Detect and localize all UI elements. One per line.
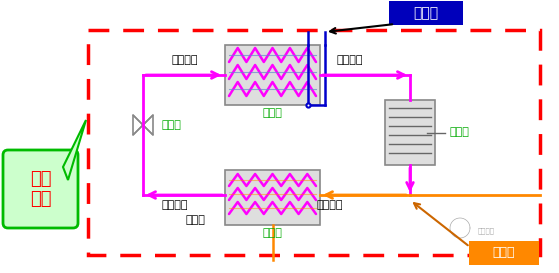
Text: 暖通南社: 暖通南社 (478, 228, 495, 234)
Polygon shape (63, 120, 86, 180)
Polygon shape (143, 115, 153, 135)
Text: 冷凝器: 冷凝器 (263, 228, 282, 238)
Text: 低压液态: 低压液态 (172, 55, 198, 65)
FancyBboxPatch shape (225, 170, 320, 225)
Text: 冷却水: 冷却水 (492, 247, 515, 260)
FancyBboxPatch shape (469, 241, 539, 265)
Text: 膨胀阀: 膨胀阀 (161, 120, 181, 130)
Text: 制冷剂: 制冷剂 (185, 215, 205, 225)
Text: 高压气态: 高压气态 (317, 200, 343, 210)
Text: 冷冻水: 冷冻水 (414, 6, 439, 20)
FancyBboxPatch shape (385, 100, 435, 165)
FancyBboxPatch shape (389, 1, 463, 25)
FancyBboxPatch shape (225, 45, 320, 105)
Text: 高压液态: 高压液态 (162, 200, 188, 210)
Text: 蒸发器: 蒸发器 (263, 108, 282, 118)
FancyBboxPatch shape (3, 150, 78, 228)
Text: 冷水
机组: 冷水 机组 (30, 170, 51, 208)
Polygon shape (133, 115, 143, 135)
Text: 低压气态: 低压气态 (337, 55, 363, 65)
Text: 压缩机: 压缩机 (449, 127, 469, 138)
